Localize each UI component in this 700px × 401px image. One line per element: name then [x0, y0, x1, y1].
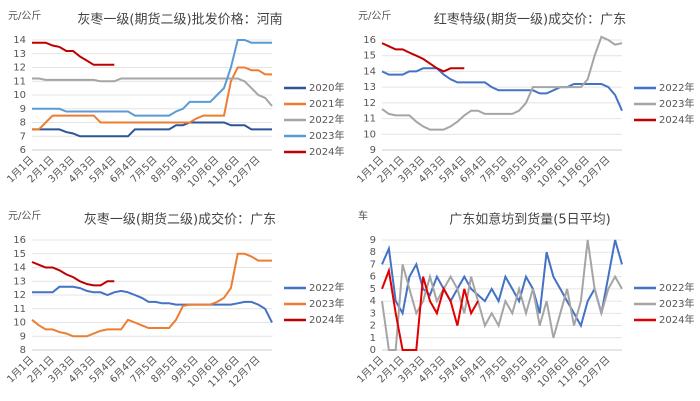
y-tick-label: 8	[20, 118, 26, 129]
y-tick-label: 15	[13, 249, 26, 260]
y-tick-label: 0	[370, 345, 376, 356]
legend-label: 2023年	[309, 129, 344, 142]
y-tick-label: 1	[370, 333, 376, 344]
y-tick-label: 12	[363, 98, 376, 109]
unit-label: 元/公斤	[8, 210, 41, 222]
y-tick-label: 5	[370, 284, 376, 295]
legend-label: 2022年	[659, 281, 694, 294]
y-tick-label: 15	[363, 51, 376, 62]
y-tick-label: 3	[370, 308, 376, 319]
series-line	[32, 121, 272, 138]
chart-title: 红枣特级(期货一级)成交价：广东	[434, 12, 626, 28]
y-tick-label: 16	[363, 35, 376, 46]
y-tick-label: 16	[13, 235, 26, 246]
series-line	[32, 39, 272, 117]
series-line	[32, 66, 272, 131]
legend-label: 2023年	[659, 297, 694, 310]
legend-label: 2020年	[309, 81, 344, 94]
unit-label: 车	[358, 209, 368, 222]
y-tick-label: 9	[20, 104, 26, 115]
y-tick-label: 9	[370, 145, 376, 156]
y-tick-label: 4	[370, 296, 376, 307]
legend-label: 2023年	[309, 297, 344, 310]
chart-title: 灰枣一级(期货二级)成交价：广东	[84, 212, 276, 228]
y-tick-label: 8	[20, 345, 26, 356]
legend-label: 2022年	[309, 113, 344, 126]
y-tick-label: 7	[20, 131, 26, 142]
y-tick-label: 11	[13, 304, 26, 315]
series-line	[381, 239, 623, 351]
series-line	[31, 261, 115, 287]
legend-label: 2024年	[309, 313, 344, 326]
y-tick-label: 11	[363, 114, 376, 125]
series-line	[381, 67, 623, 112]
y-tick-label: 13	[13, 276, 26, 287]
y-tick-label: 14	[363, 66, 376, 77]
y-tick-label: 8	[370, 247, 376, 258]
y-tick-label: 6	[370, 272, 376, 283]
legend-label: 2022年	[309, 281, 344, 294]
series-line	[32, 41, 115, 66]
series-line	[32, 77, 273, 107]
series-line	[32, 285, 273, 323]
unit-label: 元/公斤	[358, 10, 391, 22]
y-tick-label: 10	[363, 129, 376, 140]
y-tick-label: 12	[13, 63, 26, 74]
y-tick-label: 14	[13, 263, 26, 274]
series-line	[381, 266, 479, 351]
legend-label: 2022年	[659, 81, 694, 94]
chart-title: 广东如意坊到货量(5日平均)	[449, 212, 610, 228]
unit-label: 元/公斤	[8, 10, 41, 22]
series-line	[381, 42, 465, 73]
y-tick-label: 12	[13, 290, 26, 301]
y-tick-label: 10	[13, 318, 26, 329]
y-tick-label: 6	[20, 145, 26, 156]
y-tick-label: 9	[20, 331, 26, 342]
series-line	[31, 252, 272, 338]
y-tick-label: 13	[363, 82, 376, 93]
y-tick-label: 13	[13, 49, 26, 60]
y-tick-label: 7	[370, 259, 376, 270]
legend-label: 2023年	[659, 97, 694, 110]
y-tick-label: 10	[13, 90, 26, 101]
series-line	[381, 35, 623, 131]
legend-label: 2024年	[659, 113, 694, 126]
chart-title: 灰枣一级(期货二级)批发价格：河南	[77, 12, 282, 28]
legend-label: 2021年	[309, 97, 344, 110]
legend-label: 2024年	[659, 313, 694, 326]
y-tick-label: 11	[13, 76, 26, 87]
y-tick-label: 2	[370, 321, 376, 332]
legend-label: 2024年	[309, 145, 344, 158]
y-tick-label: 14	[13, 35, 26, 46]
y-tick-label: 9	[370, 235, 376, 246]
